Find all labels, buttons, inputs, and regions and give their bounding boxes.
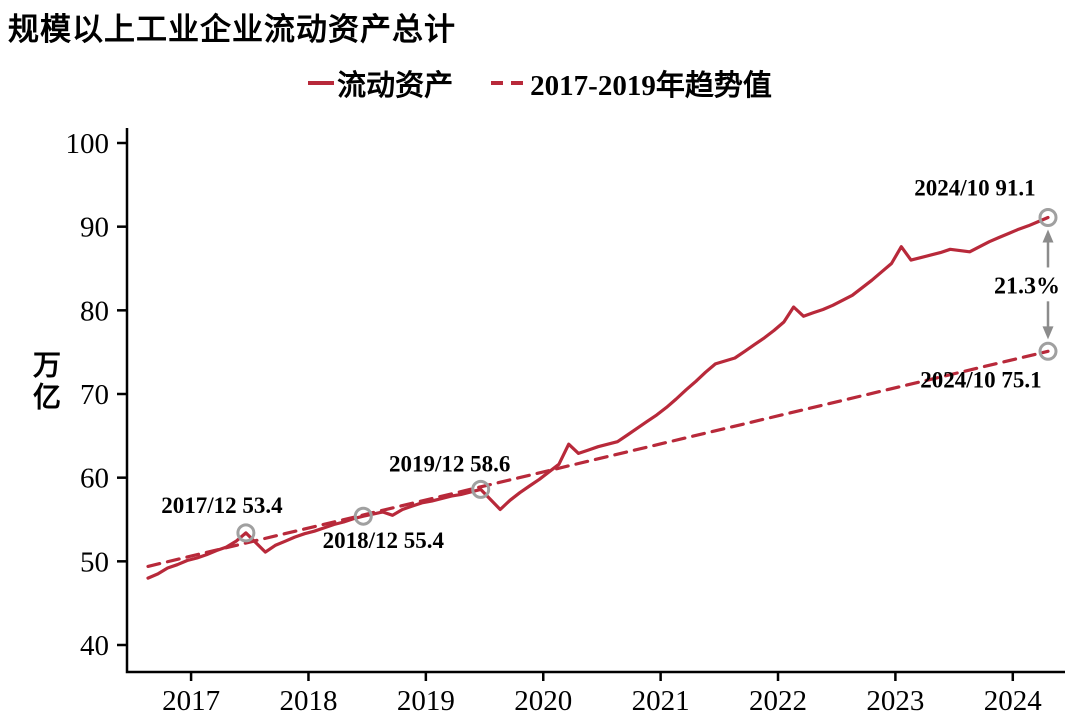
- annotation: 2017/12 53.4: [161, 493, 283, 518]
- series-line-solid: [146, 215, 1050, 580]
- y-tick-label: 60: [80, 463, 109, 495]
- annotation: 2018/12 55.4: [323, 528, 445, 553]
- annotation: 2024/10 75.1: [920, 367, 1041, 392]
- data-marker: [471, 479, 491, 499]
- chart-title: 规模以上工业企业流动资产总计: [8, 12, 456, 47]
- y-tick-label: 90: [80, 212, 109, 244]
- x-tick-label: 2021: [632, 685, 690, 717]
- x-tick-label: 2023: [866, 685, 924, 717]
- y-tick-label: 100: [66, 128, 110, 160]
- y-tick-label: 80: [80, 295, 109, 327]
- gap-arrowhead-down-icon: [1042, 326, 1054, 340]
- data-marker: [1038, 208, 1058, 227]
- gap-arrowhead-up-icon: [1042, 229, 1054, 243]
- data-marker: [1038, 341, 1058, 361]
- y-tick-label: 50: [80, 546, 109, 578]
- dashed-line-swatch: [491, 81, 528, 85]
- annotation: 2019/12 58.6: [389, 451, 510, 476]
- x-tick-label: 2024: [984, 685, 1043, 717]
- solid-line-swatch: [308, 81, 335, 85]
- x-tick-label: 2022: [749, 685, 807, 717]
- y-tick-label: 70: [80, 379, 109, 411]
- series-line-dashed: [146, 349, 1050, 569]
- x-tick-label: 2019: [397, 685, 455, 717]
- legend-item-current-assets: 流动资产: [308, 62, 453, 104]
- x-tick-label: 2017: [162, 685, 220, 717]
- legend-label-trend: 2017-2019年趋势值: [530, 70, 772, 102]
- annotation: 2024/10 91.1: [914, 176, 1035, 201]
- legend-item-trend: 2017-2019年趋势值: [491, 62, 772, 104]
- data-marker: [353, 506, 373, 526]
- gap-percentage-label: 21.3%: [994, 273, 1060, 299]
- x-tick-label: 2020: [514, 685, 572, 717]
- data-marker: [236, 523, 256, 543]
- legend-label-current-assets: 流动资产: [337, 70, 454, 102]
- y-tick-label: 40: [80, 630, 109, 662]
- legend: 流动资产 2017-2019年趋势值: [0, 62, 1080, 104]
- x-tick-label: 2018: [279, 685, 337, 717]
- axes: [125, 128, 1065, 674]
- y-axis-label: 万亿: [29, 350, 60, 414]
